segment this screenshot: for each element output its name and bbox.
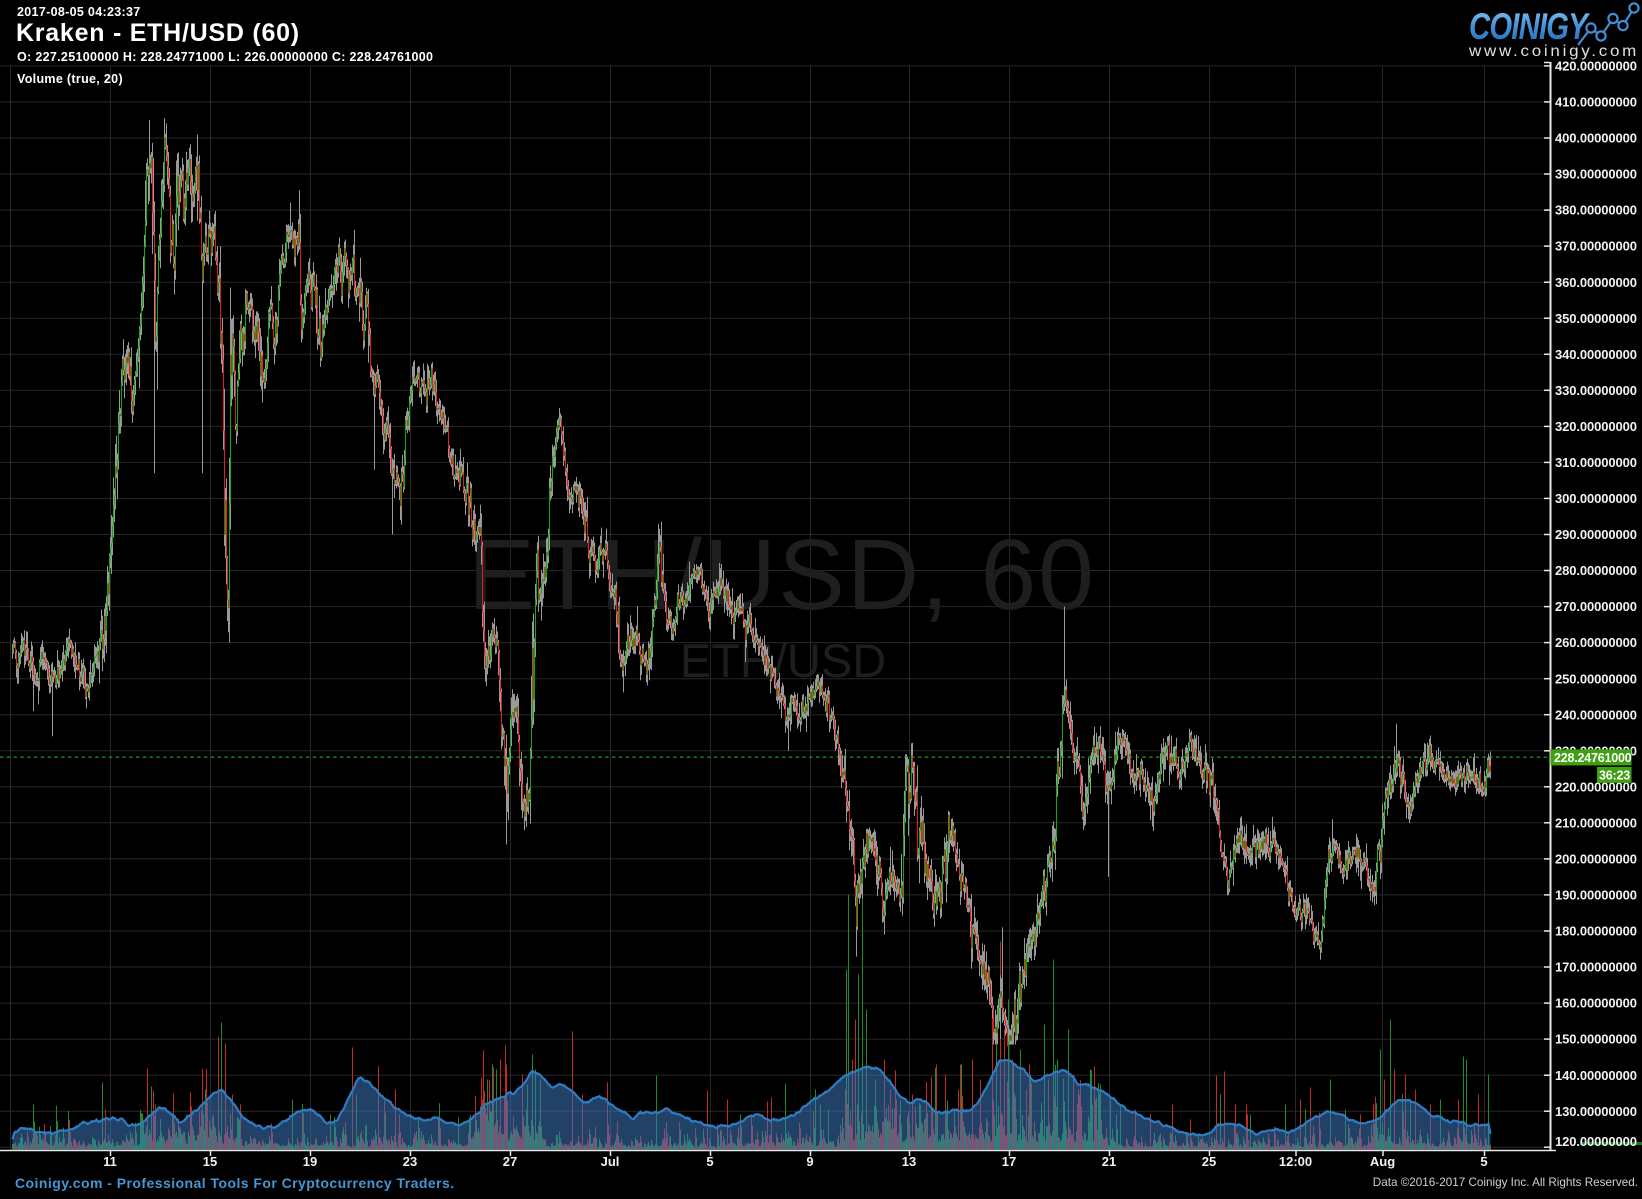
- svg-text:36:23: 36:23: [1599, 768, 1630, 782]
- svg-text:ETH/USD, 60: ETH/USD, 60: [468, 519, 1096, 631]
- svg-text:380.00000000: 380.00000000: [1555, 203, 1637, 218]
- svg-text:220.00000000: 220.00000000: [1555, 779, 1637, 794]
- svg-text:9: 9: [806, 1154, 813, 1169]
- svg-text:240.00000000: 240.00000000: [1555, 707, 1637, 722]
- svg-text:130.00000000: 130.00000000: [1555, 1104, 1637, 1119]
- svg-text:150.00000000: 150.00000000: [1555, 1032, 1637, 1047]
- svg-text:350.00000000: 350.00000000: [1555, 311, 1637, 326]
- svg-text:170.00000000: 170.00000000: [1555, 960, 1637, 975]
- svg-text:360.00000000: 360.00000000: [1555, 275, 1637, 290]
- svg-text:15: 15: [203, 1154, 217, 1169]
- svg-text:11: 11: [103, 1154, 117, 1169]
- svg-text:2017-08-05 04:23:37: 2017-08-05 04:23:37: [17, 5, 141, 19]
- svg-text:250.00000000: 250.00000000: [1555, 671, 1637, 686]
- svg-text:420.00000000: 420.00000000: [1555, 59, 1637, 74]
- svg-text:Coinigy.com - Professional Too: Coinigy.com - Professional Tools For Cry…: [15, 1175, 455, 1191]
- svg-text:340.00000000: 340.00000000: [1555, 347, 1637, 362]
- svg-text:www.coinigy.com: www.coinigy.com: [1468, 43, 1639, 60]
- svg-text:Volume (true, 20): Volume (true, 20): [17, 72, 123, 86]
- svg-text:160.00000000: 160.00000000: [1555, 996, 1637, 1011]
- svg-text:17: 17: [1002, 1154, 1016, 1169]
- svg-text:140.00000000: 140.00000000: [1555, 1068, 1637, 1083]
- svg-text:23: 23: [403, 1154, 417, 1169]
- svg-text:228.24761000: 228.24761000: [1554, 751, 1632, 765]
- svg-text:COINIGY: COINIGY: [1469, 6, 1590, 47]
- svg-text:400.00000000: 400.00000000: [1555, 131, 1637, 146]
- svg-text:290.00000000: 290.00000000: [1555, 527, 1637, 542]
- svg-text:27: 27: [503, 1154, 517, 1169]
- svg-text:280.00000000: 280.00000000: [1555, 563, 1637, 578]
- svg-text:320.00000000: 320.00000000: [1555, 419, 1637, 434]
- svg-text:19: 19: [303, 1154, 317, 1169]
- svg-text:O: 227.25100000 H: 228.2477100: O: 227.25100000 H: 228.24771000 L: 226.0…: [17, 50, 433, 64]
- svg-text:Kraken - ETH/USD (60): Kraken - ETH/USD (60): [16, 19, 300, 47]
- svg-text:Jul: Jul: [601, 1154, 620, 1169]
- svg-text:13: 13: [902, 1154, 916, 1169]
- svg-text:21: 21: [1102, 1154, 1116, 1169]
- svg-text:120.00000000: 120.00000000: [1555, 1134, 1637, 1149]
- svg-text:180.00000000: 180.00000000: [1555, 924, 1637, 939]
- svg-text:260.00000000: 260.00000000: [1555, 635, 1637, 650]
- svg-text:Aug: Aug: [1370, 1154, 1395, 1169]
- svg-text:25: 25: [1202, 1154, 1216, 1169]
- svg-text:ETH/USD: ETH/USD: [680, 634, 886, 687]
- svg-text:410.00000000: 410.00000000: [1555, 95, 1637, 110]
- svg-text:270.00000000: 270.00000000: [1555, 599, 1637, 614]
- svg-text:200.00000000: 200.00000000: [1555, 852, 1637, 867]
- svg-text:330.00000000: 330.00000000: [1555, 383, 1637, 398]
- svg-text:300.00000000: 300.00000000: [1555, 491, 1637, 506]
- svg-text:12:00: 12:00: [1279, 1154, 1312, 1169]
- svg-text:210.00000000: 210.00000000: [1555, 815, 1637, 830]
- svg-text:190.00000000: 190.00000000: [1555, 888, 1637, 903]
- svg-text:370.00000000: 370.00000000: [1555, 239, 1637, 254]
- svg-text:5: 5: [706, 1154, 713, 1169]
- svg-text:Data ©2016-2017 Coinigy Inc. A: Data ©2016-2017 Coinigy Inc. All Rights …: [1373, 1176, 1638, 1189]
- svg-text:310.00000000: 310.00000000: [1555, 455, 1637, 470]
- svg-text:390.00000000: 390.00000000: [1555, 167, 1637, 182]
- svg-text:5: 5: [1480, 1154, 1487, 1169]
